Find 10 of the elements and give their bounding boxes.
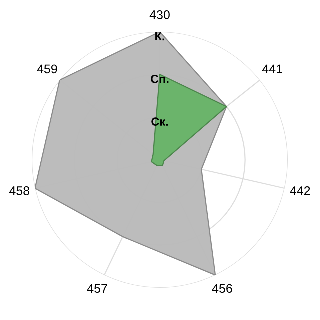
y-tick-label: Ск. (152, 118, 168, 126)
spoke-label: 457 (87, 284, 108, 294)
spoke-label: 441 (262, 64, 282, 74)
y-tick-label: К. (156, 32, 164, 41)
spoke-label: 459 (37, 64, 58, 74)
spoke-label: 442 (290, 186, 310, 196)
spoke-label: 458 (10, 186, 30, 196)
spoke-label: 430 (150, 10, 170, 20)
spoke-label: 456 (212, 284, 232, 294)
y-tick-label: Сп. (151, 74, 169, 84)
